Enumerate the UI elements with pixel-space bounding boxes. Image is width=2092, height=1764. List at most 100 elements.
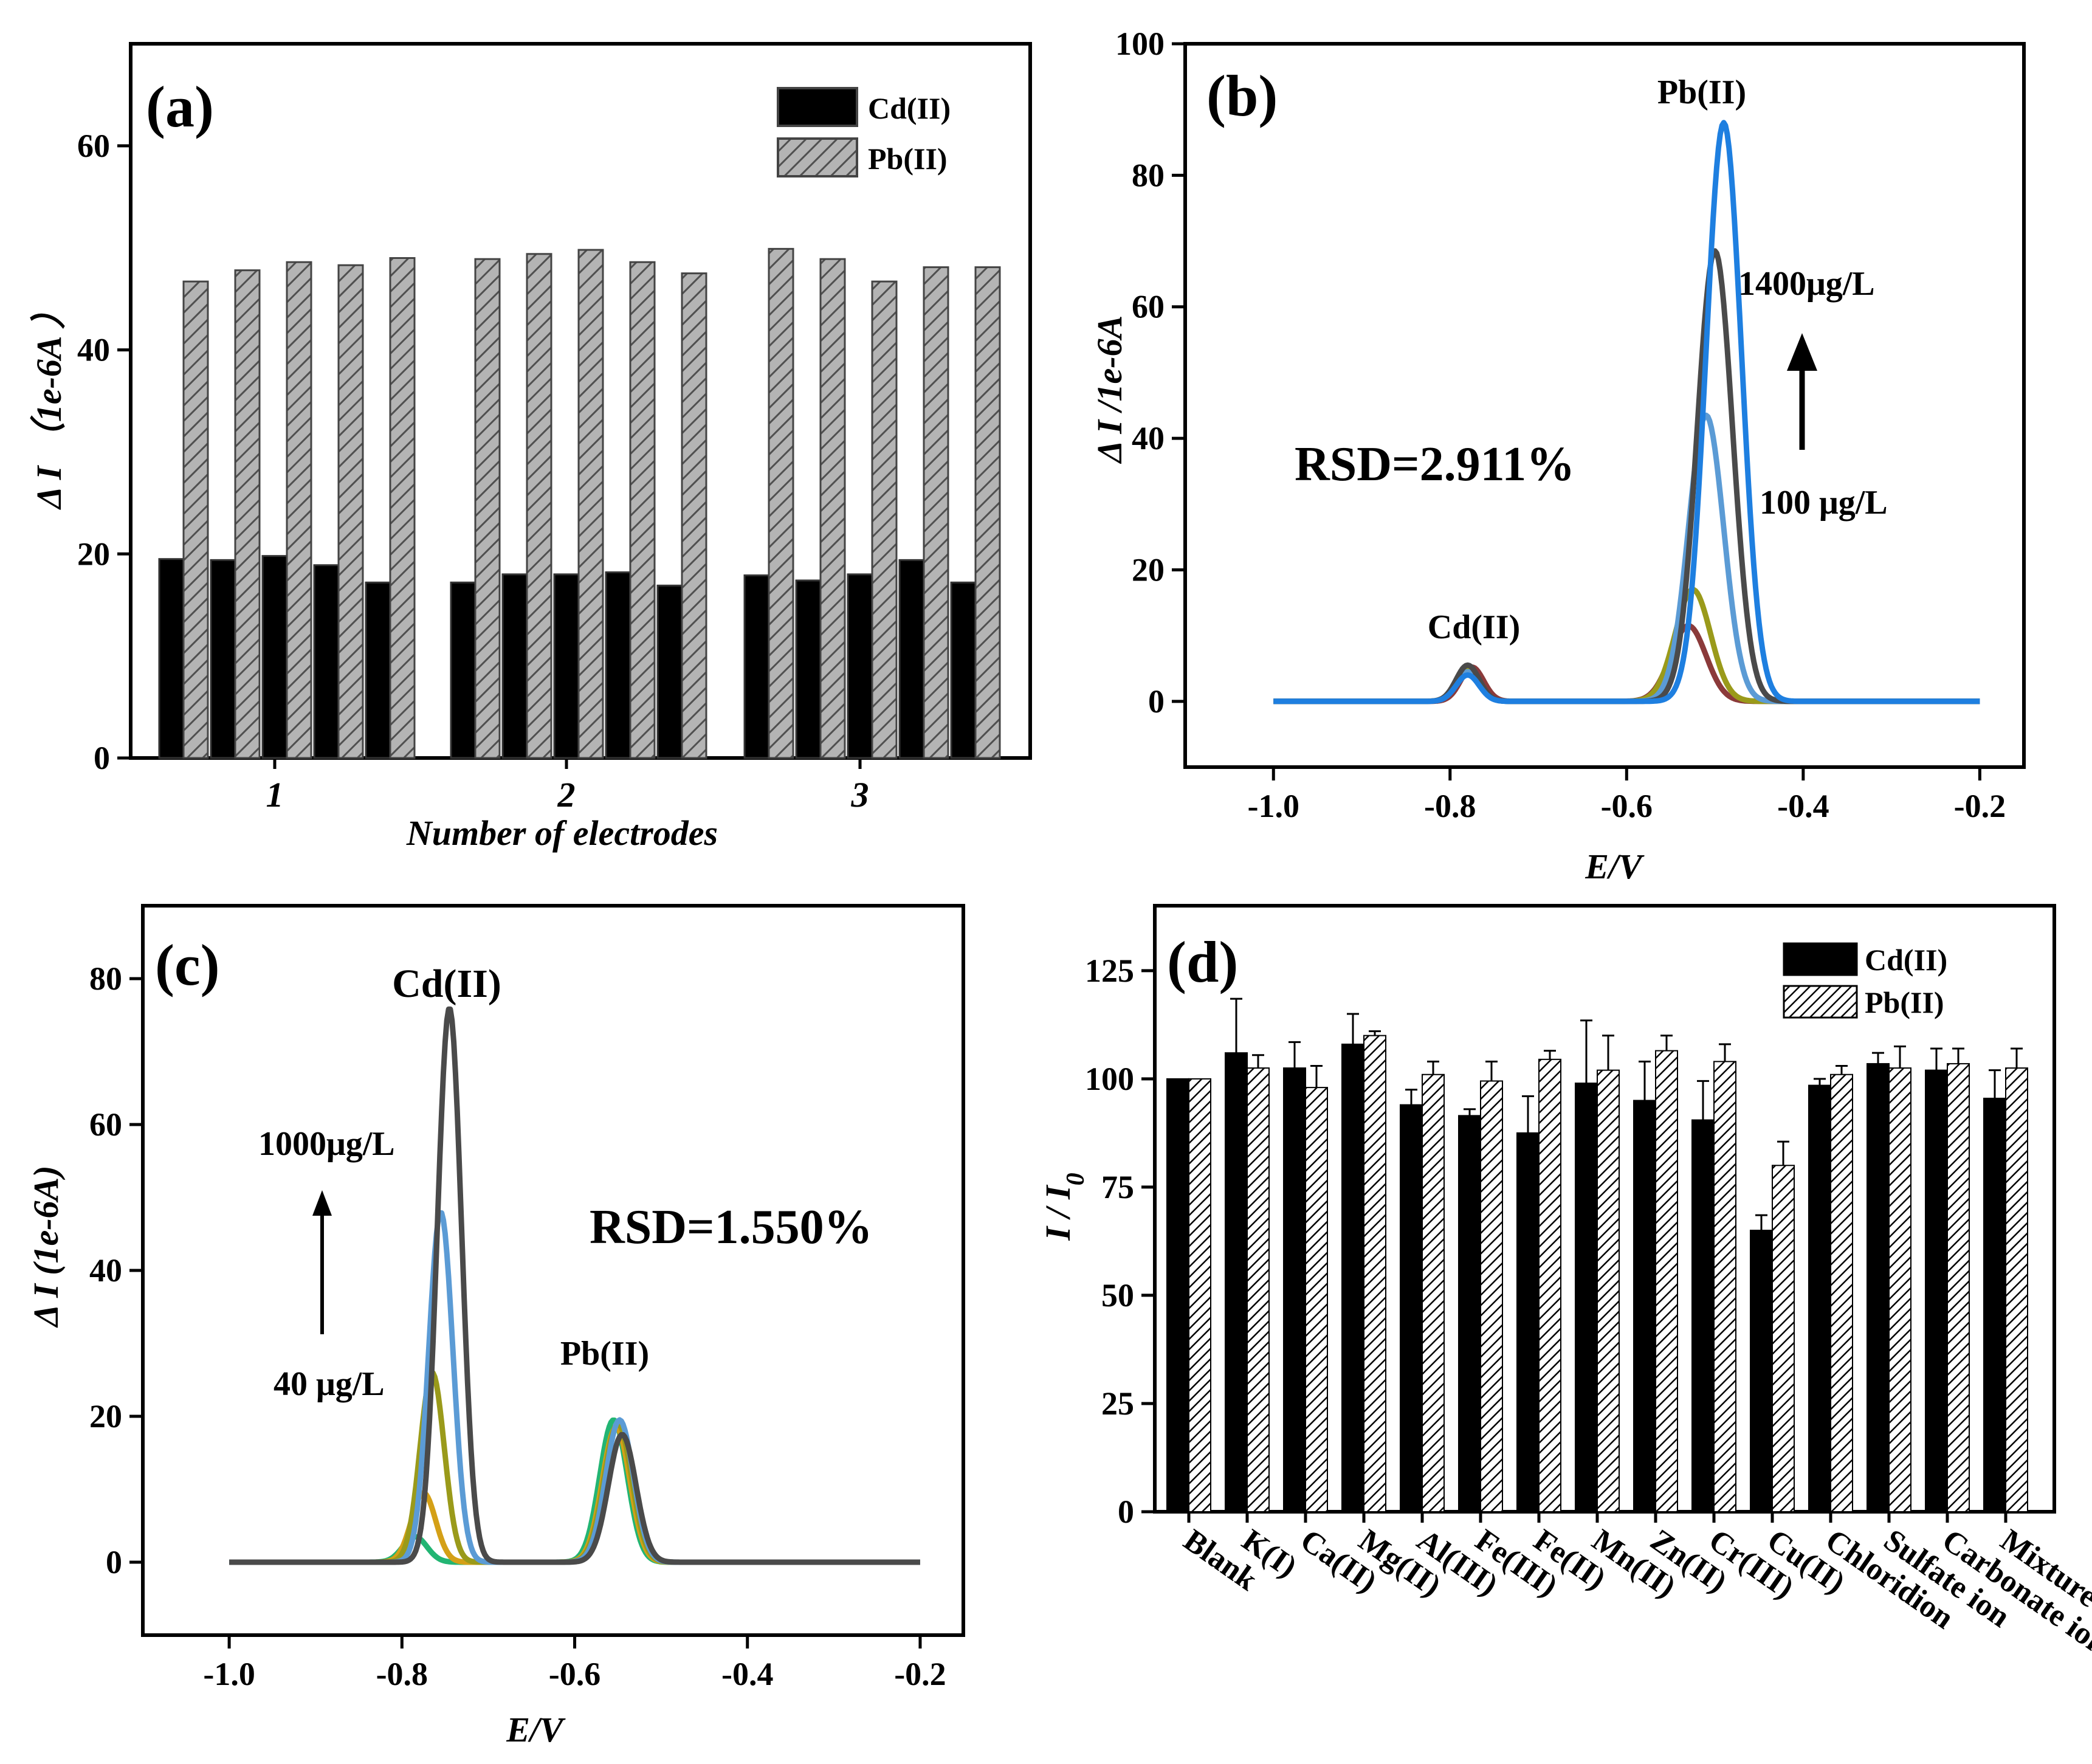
panel-d-ytick-label: 125: [1085, 953, 1134, 989]
panel-d-bar-cd: [1166, 1078, 1189, 1513]
panel-c-ytick-label: 20: [89, 1398, 122, 1435]
panel-a-bar-pb: [871, 280, 898, 759]
panel-d-bar-cd: [1283, 1067, 1306, 1512]
panel-a-bar-pb: [974, 266, 1001, 759]
panel-a-bar-cd: [313, 564, 340, 759]
panel-c-ytick-label: 80: [89, 960, 122, 997]
panel-d-bar-pb: [1830, 1073, 1853, 1512]
panel-c-y-axis: 0 20 40 60 80: [89, 960, 143, 1580]
panel-a-bar-pb: [768, 247, 794, 759]
panel-a-label: (a): [146, 74, 214, 139]
panel-b-conc-low: 100 μg/L: [1760, 484, 1888, 522]
panel-a-bar-cd: [501, 573, 528, 759]
panel-c-pb-peak-label: Pb(II): [560, 1335, 649, 1373]
panel-a-bar-pb: [577, 249, 604, 759]
panel-b-label: (b): [1206, 63, 1278, 128]
panel-a-legend-label-pb: Pb(II): [868, 142, 948, 176]
panel-d-bar-pb: [1305, 1087, 1328, 1512]
panel-d-bar-cd: [1575, 1082, 1598, 1512]
panel-a-bar-pb: [526, 253, 552, 759]
panel-d-legend-swatch-pb: [1783, 985, 1858, 1019]
panel-c-xtick-label: -0.8: [376, 1656, 428, 1692]
panel-c-arrow-head: [312, 1190, 332, 1216]
panel-a-xlabel: Number of electrodes: [406, 813, 718, 853]
panel-d: (d) I / I0 0 25 50 75 100 125 BlankK(I)Ca(II)…: [1038, 904, 2092, 1662]
panel-a-bar-cd: [553, 573, 580, 759]
panel-a-legend-label-cd: Cd(II): [868, 91, 951, 125]
panel-a-xtick-label: 3: [851, 775, 869, 815]
panel-a-bar-pb: [286, 261, 312, 759]
panel-c-xtick-label: -0.4: [721, 1656, 773, 1692]
panel-a-bar-pb: [389, 257, 416, 759]
panel-a-bar-cd: [898, 559, 925, 759]
panel-a-bar-cd: [795, 579, 822, 759]
panel-c-curves: [228, 1006, 921, 1565]
panel-b-xtick-label: -1.0: [1248, 788, 1299, 824]
panel-a-bar-cd: [950, 581, 977, 759]
panel-d-bar-cd: [1633, 1100, 1656, 1512]
panel-c-rsd: RSD=1.550%: [590, 1201, 873, 1254]
panel-a-bar-pb: [182, 280, 209, 759]
panel-b-x-axis: -1.0 -0.8 -0.6 -0.4 -0.2: [1248, 767, 2006, 824]
panel-d-bar-pb: [1247, 1067, 1270, 1512]
panel-d-bars: [1166, 997, 2028, 1513]
panel-d-bar-pb: [1480, 1080, 1503, 1512]
panel-a-bar-cd: [743, 574, 770, 759]
panel-c-label: (c): [155, 932, 220, 997]
panel-b-ytick-label: 20: [1132, 551, 1165, 588]
panel-d-bar-cd: [1983, 1097, 2006, 1512]
panel-d-bar-pb: [1597, 1069, 1620, 1512]
panel-d-bar-cd: [1341, 1043, 1364, 1512]
panel-c-conc-low: 40 μg/L: [274, 1365, 385, 1403]
panel-c-ylabel: Δ I (1e-6A): [26, 1165, 66, 1328]
panel-d-legend: Cd(II) Pb(II): [1783, 942, 1947, 1019]
panel-b-ylabel: Δ I /1e-6A: [1090, 315, 1129, 464]
panel-b-conc-high: 1400μg/L: [1738, 265, 1875, 303]
panel-a-bar-cd: [261, 555, 288, 759]
panel-d-bar-pb: [1772, 1165, 1795, 1513]
panel-b-xtick-label: -0.6: [1601, 788, 1653, 824]
panel-a-x-axis: 1 2 3: [266, 758, 869, 815]
panel-b-arrow-head: [1787, 333, 1817, 371]
panel-c-xtick-label: -0.2: [894, 1656, 946, 1692]
panel-c-cd-peak-label: Cd(II): [392, 962, 501, 1006]
panel-b-xtick-label: -0.8: [1424, 788, 1476, 824]
panel-d-bar-pb: [1713, 1061, 1736, 1513]
panel-d-ylabel: I / I0: [1038, 1173, 1090, 1241]
panel-a-bar-pb: [681, 272, 707, 759]
panel-d-ytick-label: 100: [1085, 1061, 1134, 1097]
panel-b: (b) Δ I /1e-6A E/V 0 20 40 60 80 100 -1.0 -0.8…: [1090, 26, 2026, 886]
panel-b-ytick-label: 40: [1132, 420, 1165, 457]
panel-b-xtick-label: -0.2: [1954, 788, 2006, 824]
panel-a-bar-cd: [210, 559, 236, 759]
panel-a-bars: [158, 247, 1001, 759]
panel-a-legend-swatch-pb: [777, 137, 858, 177]
panel-a-bar-pb: [923, 266, 949, 759]
panel-c-curve: [228, 1424, 921, 1565]
panel-c-ytick-label: 60: [89, 1106, 122, 1143]
panel-a-bar-pb: [819, 258, 846, 759]
panel-c-xtick-label: -0.6: [549, 1656, 600, 1692]
panel-b-y-axis: 0 20 40 60 80 100: [1115, 26, 1185, 720]
panel-a-bar-cd: [158, 558, 185, 759]
panel-d-bar-cd: [1750, 1230, 1773, 1513]
panel-a-bar-cd: [605, 571, 631, 759]
panel-d-bar-cd: [1225, 1052, 1248, 1512]
panel-d-bar-pb: [1947, 1063, 1970, 1512]
panel-d-label: (d): [1167, 929, 1238, 994]
panel-a-xtick-label: 2: [557, 775, 576, 815]
panel-d-ytick-label: 75: [1101, 1169, 1134, 1205]
panel-d-bar-pb: [1363, 1035, 1386, 1512]
panel-a-legend-swatch-cd: [777, 87, 858, 127]
panel-c-ytick-label: 0: [106, 1544, 122, 1580]
panel-d-bar-pb: [2005, 1067, 2028, 1512]
panel-a-bar-pb: [629, 261, 656, 759]
panel-d-bar-cd: [1691, 1119, 1715, 1512]
panel-a-legend: Cd(II) Pb(II): [777, 87, 951, 177]
panel-d-bar-pb: [1538, 1058, 1561, 1512]
panel-d-bar-cd: [1808, 1084, 1831, 1512]
panel-d-bar-cd: [1516, 1132, 1540, 1512]
panel-b-curve: [1272, 120, 1981, 705]
panel-d-bar-pb: [1188, 1078, 1211, 1513]
